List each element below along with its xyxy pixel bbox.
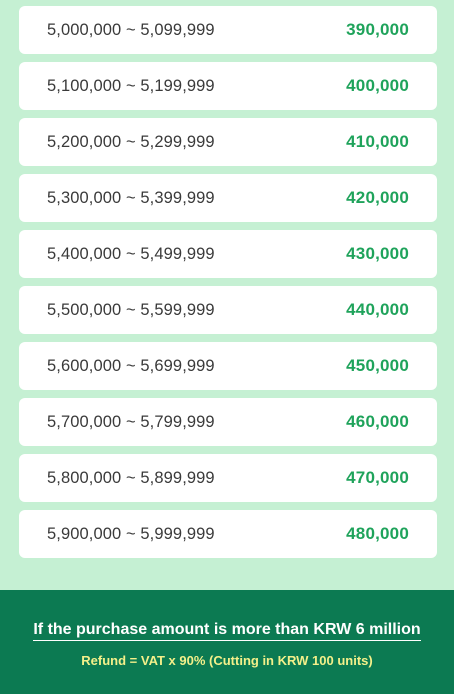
table-row: 5,300,000 ~ 5,399,999 420,000 [19, 174, 437, 222]
refund-amount: 420,000 [346, 188, 409, 207]
purchase-range: 5,500,000 ~ 5,599,999 [47, 300, 215, 319]
purchase-range: 5,300,000 ~ 5,399,999 [47, 188, 215, 207]
table-row: 5,100,000 ~ 5,199,999 400,000 [19, 62, 437, 110]
purchase-range: 5,800,000 ~ 5,899,999 [47, 468, 215, 487]
table-row: 5,700,000 ~ 5,799,999 460,000 [19, 398, 437, 446]
refund-amount: 450,000 [346, 356, 409, 375]
refund-amount: 460,000 [346, 412, 409, 431]
purchase-range: 5,700,000 ~ 5,799,999 [47, 412, 215, 431]
purchase-range: 5,600,000 ~ 5,699,999 [47, 356, 215, 375]
refund-amount: 400,000 [346, 76, 409, 95]
refund-formula: Refund = VAT x 90% (Cutting in KRW 100 u… [81, 653, 373, 668]
table-row: 5,000,000 ~ 5,099,999 390,000 [19, 6, 437, 54]
refund-amount: 430,000 [346, 244, 409, 263]
table-row: 5,200,000 ~ 5,299,999 410,000 [19, 118, 437, 166]
refund-table: 5,000,000 ~ 5,099,999 390,000 5,100,000 … [19, 6, 437, 558]
refund-amount: 390,000 [346, 20, 409, 39]
purchase-range: 5,100,000 ~ 5,199,999 [47, 76, 215, 95]
footer-title: If the purchase amount is more than KRW … [0, 620, 454, 641]
refund-amount: 410,000 [346, 132, 409, 151]
refund-amount: 470,000 [346, 468, 409, 487]
refund-amount: 480,000 [346, 524, 409, 543]
refund-amount: 440,000 [346, 300, 409, 319]
purchase-range: 5,400,000 ~ 5,499,999 [47, 244, 215, 263]
table-row: 5,900,000 ~ 5,999,999 480,000 [19, 510, 437, 558]
purchase-range: 5,900,000 ~ 5,999,999 [47, 524, 215, 543]
table-row: 5,400,000 ~ 5,499,999 430,000 [19, 230, 437, 278]
table-row: 5,600,000 ~ 5,699,999 450,000 [19, 342, 437, 390]
footer-banner: If the purchase amount is more than KRW … [0, 590, 454, 694]
footer-title-text: If the purchase amount is more than KRW … [33, 621, 421, 641]
table-row: 5,500,000 ~ 5,599,999 440,000 [19, 286, 437, 334]
purchase-range: 5,000,000 ~ 5,099,999 [47, 20, 215, 39]
table-row: 5,800,000 ~ 5,899,999 470,000 [19, 454, 437, 502]
purchase-range: 5,200,000 ~ 5,299,999 [47, 132, 215, 151]
